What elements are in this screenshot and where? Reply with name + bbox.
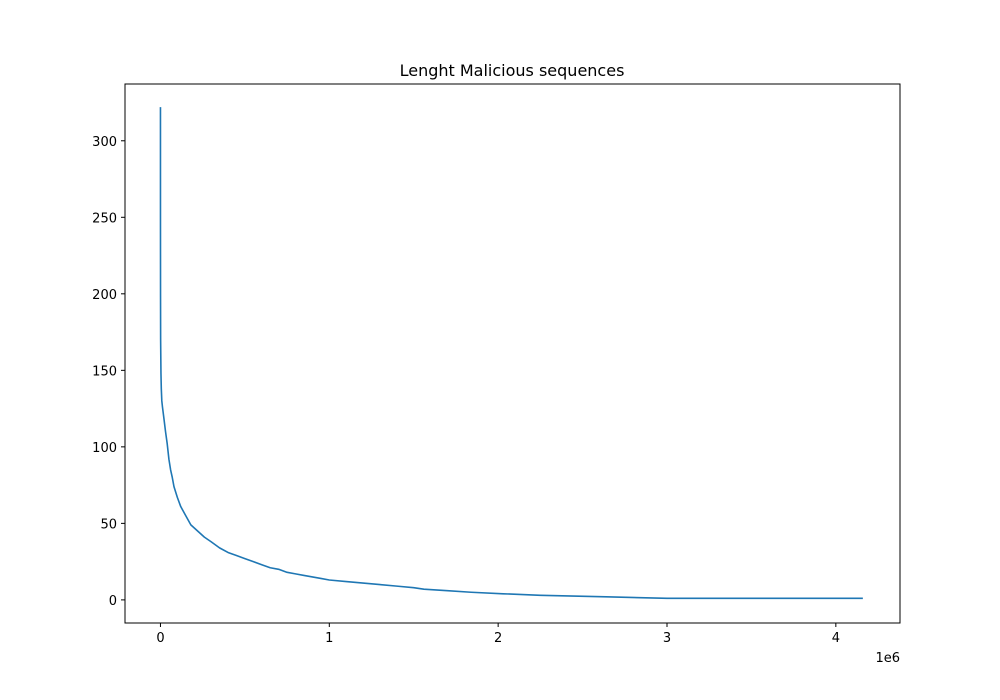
x-tick-label: 1 xyxy=(325,631,333,646)
y-tick-label: 0 xyxy=(109,594,117,609)
plot-area: 0 1 2 3 4 0 50 100 150 200 250 300 xyxy=(92,83,901,646)
x-tick-label: 3 xyxy=(663,631,671,646)
x-tick-label: 2 xyxy=(494,631,502,646)
y-tick-label: 50 xyxy=(100,517,117,532)
y-axis-ticks: 0 50 100 150 200 250 300 xyxy=(92,135,125,609)
y-tick-label: 200 xyxy=(92,288,117,303)
y-tick-label: 300 xyxy=(92,135,117,150)
x-axis-offset-label: 1e6 xyxy=(875,651,900,666)
x-tick-label: 0 xyxy=(156,631,164,646)
x-tick-label: 4 xyxy=(832,631,840,646)
x-axis-ticks: 0 1 2 3 4 xyxy=(156,623,840,646)
axes-frame xyxy=(124,83,901,624)
series-layer xyxy=(159,107,863,600)
series-line-0 xyxy=(159,107,863,600)
chart-title: Lenght Malicious sequences xyxy=(400,61,625,80)
y-tick-label: 100 xyxy=(92,441,117,456)
y-tick-label: 150 xyxy=(92,364,117,379)
y-tick-label: 250 xyxy=(92,211,117,226)
